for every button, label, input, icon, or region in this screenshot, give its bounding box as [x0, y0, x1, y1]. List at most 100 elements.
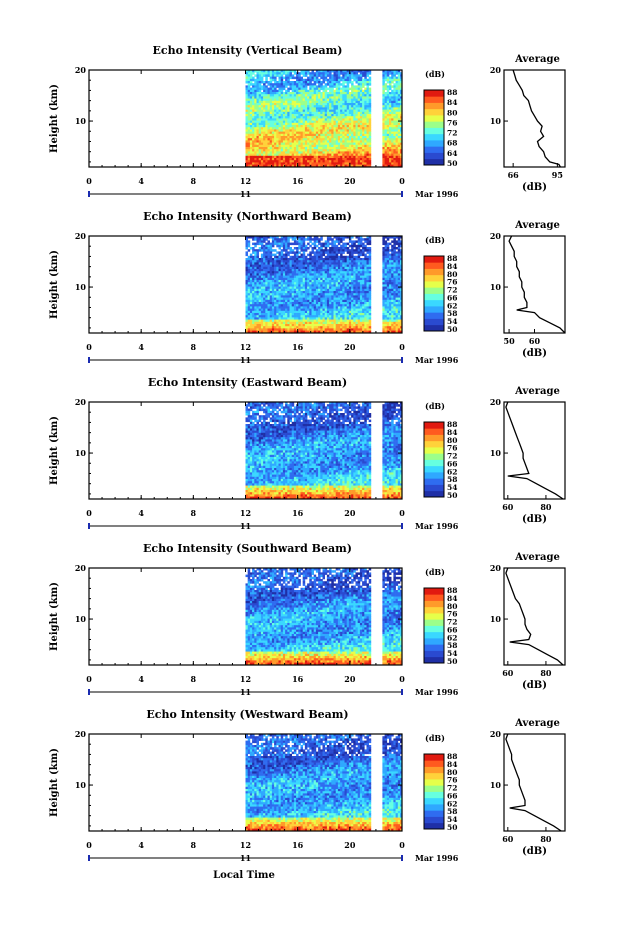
panel-title: Echo Intensity (Southward Beam) [143, 542, 352, 555]
avg-x-tick-label: 66 [508, 170, 520, 180]
panel-title: Echo Intensity (Eastward Beam) [148, 376, 347, 389]
colorbar-cell [424, 324, 444, 332]
heatmap [245, 402, 402, 499]
colorbar-cell [424, 804, 444, 811]
colorbar-cell [424, 90, 444, 97]
x-tick-label: 12 [240, 508, 251, 518]
colorbar-frame [423, 753, 445, 830]
colorbar-cell [424, 478, 444, 485]
x-tick-label: 12 [240, 674, 251, 684]
colorbar-cell [424, 766, 444, 774]
colorbar-tick-label: 80 [447, 602, 457, 611]
colorbar-cell [424, 772, 444, 780]
heatmap [245, 236, 402, 333]
panel-1: Echo Intensity (Vertical Beam) 10 20 Height… [49, 44, 566, 199]
average-title: Average [514, 54, 560, 65]
average-xlabel: (dB) [522, 182, 547, 193]
x-tick-label: 0 [86, 342, 92, 352]
colorbar-tick-label: 84 [447, 98, 457, 107]
colorbar-cell [424, 656, 444, 664]
y-tick-label: 10 [75, 448, 87, 458]
colorbar-cell [424, 428, 444, 435]
date-label: Mar 1996 [415, 853, 459, 863]
panel-3: Echo Intensity (Eastward Beam) 10 20 Height… [49, 376, 566, 531]
colorbar-cell [424, 158, 444, 166]
colorbar-tick-label: 72 [447, 784, 457, 793]
avg-y-tick-label: 10 [490, 282, 502, 292]
average-profile-line [505, 567, 564, 666]
average-panel: Average 10 20 60 80 (dB) [490, 552, 566, 691]
avg-x-tick-label: 60 [502, 834, 514, 844]
panel-4: Echo Intensity (Southward Beam) 10 20 Heigh… [49, 542, 566, 697]
colorbar-cell [424, 797, 444, 805]
heatmap [245, 70, 402, 167]
x-tick-label: 16 [292, 176, 304, 186]
panel-title: Echo Intensity (Northward Beam) [143, 210, 352, 223]
colorbar-cell [424, 631, 444, 639]
x-tick-label: 8 [191, 176, 197, 186]
average-frame [503, 733, 566, 832]
y-tick-label: 20 [75, 397, 87, 407]
y-axis-label: Height (km) [49, 582, 60, 651]
average-xlabel: (dB) [522, 846, 547, 857]
day-label: 11 [240, 853, 251, 863]
average-frame [503, 567, 566, 666]
average-panel: Average 10 20 50 60 (dB) [490, 220, 566, 359]
average-frame [503, 69, 566, 168]
colorbar-cell [424, 262, 444, 269]
average-profile-line [508, 235, 566, 334]
colorbar-tick-label: 76 [447, 118, 457, 127]
colorbar-tick-label: 84 [447, 428, 457, 437]
colorbar-tick-label: 50 [447, 491, 457, 500]
colorbar-tick-label: 54 [447, 317, 457, 326]
colorbar-tick-label: 54 [447, 815, 457, 824]
y-axis-label: Height (km) [49, 748, 60, 817]
x-tick-label: 0 [86, 508, 92, 518]
colorbar-tick-label: 84 [447, 262, 457, 271]
colorbar-tick-label: 76 [447, 444, 457, 453]
y-tick-label: 20 [75, 729, 87, 739]
panel-title: Echo Intensity (Vertical Beam) [152, 44, 342, 57]
x-tick-label: 8 [191, 840, 197, 850]
colorbar-cell [424, 613, 444, 620]
x-tick-label: 0 [86, 176, 92, 186]
colorbar-tick-label: 80 [447, 270, 457, 279]
colorbar-cell [424, 274, 444, 282]
colorbar-cell [424, 625, 444, 633]
avg-x-tick-label: 60 [502, 502, 514, 512]
colorbar-cell [424, 760, 444, 767]
avg-x-tick-label: 95 [552, 170, 563, 180]
x-tick-label: 20 [344, 342, 356, 352]
colorbar-tick-label: 72 [447, 286, 457, 295]
colorbar-cell [424, 133, 444, 141]
colorbar-cell [424, 127, 444, 135]
average-frame [503, 401, 566, 500]
date-label: Mar 1996 [415, 521, 459, 531]
heatmap [245, 568, 402, 665]
colorbar-cell [424, 816, 444, 824]
x-tick-label: 0 [399, 674, 405, 684]
avg-y-tick-label: 10 [490, 780, 502, 790]
colorbar-cell [424, 102, 444, 110]
colorbar-cell [424, 281, 444, 288]
colorbar-tick-label: 72 [447, 618, 457, 627]
colorbar-cell [424, 108, 444, 116]
colorbar-cell [424, 453, 444, 460]
x-axis-label: Local Time [213, 870, 275, 881]
colorbar-cell [424, 434, 444, 442]
colorbar-tick-label: 62 [447, 467, 457, 476]
colorbar-tick-label: 80 [447, 768, 457, 777]
colorbar-tick-label: 50 [447, 159, 457, 168]
colorbar-cell [424, 121, 444, 128]
heatmap [245, 734, 402, 831]
colorbar-tick-label: 66 [447, 791, 457, 800]
colorbar-cell [424, 791, 444, 799]
colorbar-tick-label: 58 [447, 641, 457, 650]
colorbar-tick-label: 80 [447, 436, 457, 445]
colorbar-cell [424, 785, 444, 792]
x-tick-label: 16 [292, 342, 304, 352]
colorbar-cell [424, 293, 444, 301]
colorbar-cell [424, 600, 444, 608]
